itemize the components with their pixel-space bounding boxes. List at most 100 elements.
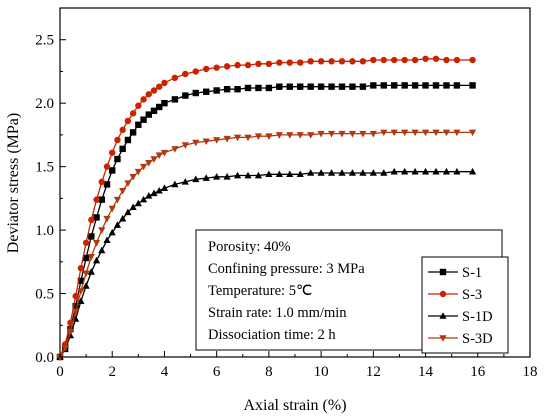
legend-marker: [439, 312, 447, 319]
data-point: [244, 84, 252, 92]
data-point: [88, 233, 95, 240]
data-point: [150, 156, 158, 163]
data-point: [161, 99, 168, 107]
data-point: [286, 83, 293, 90]
data-point: [82, 254, 90, 262]
data-point: [119, 126, 126, 134]
data-point: [421, 167, 430, 175]
x-tick-label: 12: [366, 364, 381, 380]
data-point: [338, 130, 346, 138]
data-point: [307, 58, 314, 65]
data-point: [181, 142, 189, 149]
series-s-3d: [56, 129, 477, 361]
data-point: [411, 82, 419, 89]
data-point: [255, 60, 262, 68]
data-point: [338, 58, 346, 65]
data-point: [453, 82, 461, 89]
data-point: [113, 196, 122, 204]
data-point: [390, 167, 398, 175]
data-point: [327, 130, 336, 138]
data-point: [202, 138, 210, 146]
data-point: [401, 129, 409, 137]
data-point: [286, 132, 294, 139]
data-point: [145, 111, 152, 118]
data-point: [223, 135, 231, 143]
data-point: [442, 129, 451, 137]
data-point: [171, 146, 179, 153]
x-tick-label: 2: [108, 364, 116, 380]
data-point: [213, 172, 221, 180]
data-point: [72, 303, 79, 310]
data-point: [307, 132, 315, 139]
x-tick-label: 8: [265, 364, 273, 380]
data-point: [359, 130, 367, 138]
data-point: [453, 56, 461, 64]
data-point: [181, 178, 189, 185]
data-point: [432, 82, 440, 89]
legend-label: S-3D: [462, 331, 493, 347]
data-point: [114, 136, 121, 144]
data-point: [327, 169, 336, 176]
series-layer: [56, 55, 477, 361]
data-point: [129, 129, 137, 136]
data-point: [391, 82, 398, 89]
data-point: [391, 56, 398, 64]
data-point: [244, 61, 252, 69]
data-point: [103, 181, 111, 188]
data-point: [328, 58, 335, 65]
data-point: [77, 297, 85, 304]
data-point: [349, 58, 356, 65]
data-point: [297, 83, 304, 90]
data-point: [348, 130, 357, 138]
data-point: [401, 56, 408, 64]
x-tick-label: 4: [161, 364, 169, 380]
data-point: [469, 56, 476, 64]
data-point: [468, 129, 477, 137]
y-tick-label: 0.5: [35, 287, 54, 303]
data-point: [77, 277, 85, 285]
data-point: [61, 345, 69, 352]
data-point: [255, 84, 262, 92]
data-point: [114, 155, 121, 163]
x-axis-title: Axial strain (%): [243, 397, 346, 414]
data-point: [380, 129, 388, 137]
data-point: [380, 82, 387, 89]
data-point: [369, 169, 377, 176]
info-line: Strain rate: 1.0 mm/min: [208, 305, 347, 321]
y-tick-label: 0.0: [35, 350, 54, 366]
data-point: [359, 58, 367, 65]
data-point: [182, 70, 189, 78]
data-point: [223, 172, 231, 180]
data-point: [135, 102, 142, 109]
data-point: [297, 59, 304, 66]
data-point: [202, 174, 210, 181]
data-point: [192, 175, 200, 183]
data-point: [156, 103, 163, 111]
ticks-layer: 0 2 4 6 8 10 12 14 16 18 0.0 0.5 1.0 1.5 2.0 2.5: [35, 7, 538, 380]
data-point: [276, 59, 283, 66]
data-point: [369, 130, 377, 138]
data-point: [72, 292, 79, 300]
data-point: [140, 116, 147, 123]
data-point: [139, 195, 148, 203]
data-point: [82, 282, 90, 289]
legend-item: S-3: [428, 287, 482, 303]
data-point: [93, 214, 100, 221]
data-point: [432, 129, 440, 137]
data-point: [150, 87, 158, 94]
data-point: [401, 82, 408, 89]
data-point: [432, 167, 440, 175]
data-point: [244, 134, 252, 142]
data-point: [92, 256, 101, 264]
data-point: [307, 169, 315, 176]
data-point: [468, 167, 477, 175]
data-point: [155, 152, 163, 160]
data-point: [150, 189, 158, 197]
data-point: [348, 169, 357, 176]
data-point: [160, 149, 169, 157]
data-point: [109, 149, 116, 156]
data-point: [349, 83, 356, 90]
data-point: [92, 239, 101, 247]
y-tick-label: 1.5: [35, 160, 54, 176]
data-point: [276, 83, 283, 90]
